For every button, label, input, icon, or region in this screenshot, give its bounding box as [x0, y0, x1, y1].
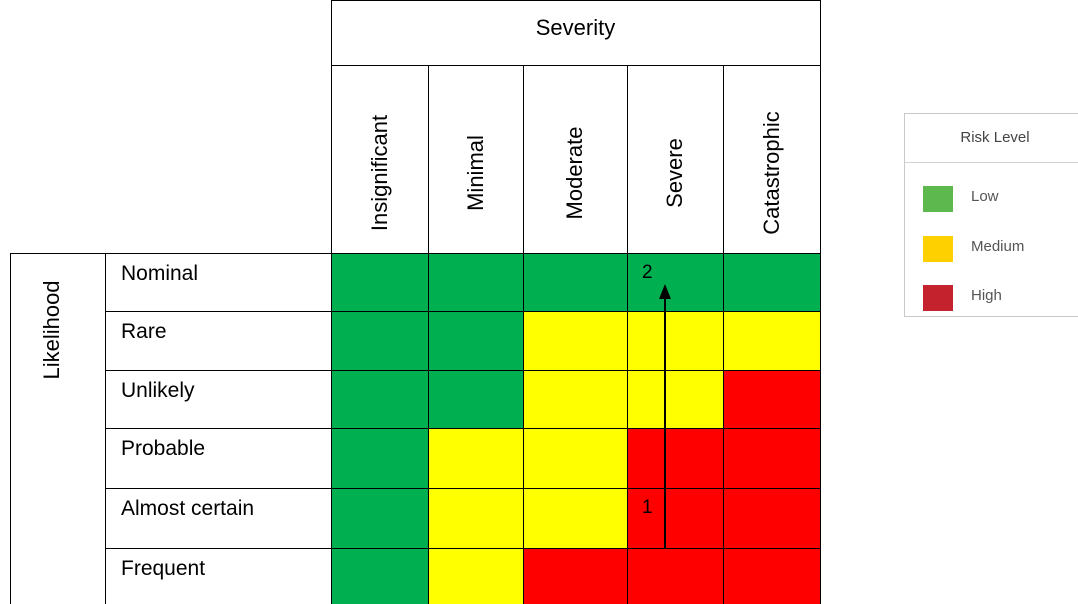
grid-col-line	[627, 65, 628, 604]
likelihood-header-frequent: Frequent	[121, 557, 206, 580]
likelihood-header-probable: Probable	[121, 437, 206, 460]
risk-cell-high	[627, 488, 723, 548]
risk-cell-medium	[428, 488, 523, 548]
risk-level-legend: Risk Level Low Medium High	[904, 113, 1078, 317]
grid-header-divider	[331, 65, 821, 66]
legend-swatch-low	[923, 186, 953, 212]
risk-cell-medium	[723, 311, 820, 370]
severity-header-minimal: Minimal	[462, 135, 488, 211]
grid-col-line	[428, 65, 429, 604]
legend-label-medium: Medium	[971, 238, 1025, 255]
grid-col-line	[331, 0, 332, 604]
risk-cell-low	[428, 253, 523, 311]
risk-cell-high	[723, 548, 820, 604]
likelihood-header-unlikely: Unlikely	[121, 379, 195, 402]
risk-cell-medium	[523, 370, 627, 428]
grid-row-line	[105, 311, 821, 312]
risk-cell-low	[331, 370, 428, 428]
risk-cell-high	[523, 548, 627, 604]
risk-marker-2: 2	[642, 262, 653, 283]
risk-cell-medium	[428, 428, 523, 488]
risk-cell-high	[723, 370, 820, 428]
grid-col-line	[723, 65, 724, 604]
severity-header-severe: Severe	[662, 138, 687, 208]
risk-cell-high	[723, 488, 820, 548]
risk-cell-low	[723, 253, 820, 311]
legend-label-high: High	[971, 287, 1002, 304]
severity-header-moderate: Moderate	[562, 126, 587, 220]
risk-cell-low	[331, 253, 428, 311]
risk-cell-high	[723, 428, 820, 488]
grid-col-line	[820, 0, 821, 604]
risk-cell-high	[627, 428, 723, 488]
grid-left-line	[10, 253, 11, 604]
grid-label-line	[105, 253, 106, 604]
grid-row-line	[105, 428, 821, 429]
risk-cell-medium	[627, 311, 723, 370]
grid-row-line	[105, 488, 821, 489]
risk-cell-low	[331, 428, 428, 488]
risk-cell-medium	[627, 370, 723, 428]
likelihood-header-almost-certain: Almost certain	[121, 497, 255, 520]
risk-cell-high	[627, 548, 723, 604]
grid-row-line	[105, 370, 821, 371]
legend-label-low: Low	[971, 188, 999, 205]
risk-cell-low	[331, 548, 428, 604]
grid-top-line	[331, 0, 821, 1]
likelihood-header-nominal: Nominal	[121, 262, 199, 285]
risk-cell-medium	[428, 548, 523, 604]
legend-swatch-high	[923, 285, 953, 311]
legend-swatch-medium	[923, 236, 953, 262]
risk-cell-low	[523, 253, 627, 311]
risk-cell-medium	[523, 428, 627, 488]
likelihood-title: Likelihood	[39, 280, 64, 380]
severity-header-insignificant: Insignificant	[366, 114, 392, 232]
grid-col-line	[523, 65, 524, 604]
likelihood-header-rare: Rare	[121, 320, 167, 343]
severity-header-catastrophic: Catastrophic	[758, 111, 784, 235]
risk-cell-low	[331, 311, 428, 370]
risk-cell-medium	[523, 488, 627, 548]
risk-marker-1: 1	[642, 497, 653, 518]
risk-cell-medium	[523, 311, 627, 370]
risk-cell-low	[331, 488, 428, 548]
legend-title: Risk Level	[905, 114, 1078, 163]
risk-cell-low	[428, 370, 523, 428]
grid-row-line	[105, 548, 821, 549]
risk-cell-low	[428, 311, 523, 370]
risk-cell-low	[627, 253, 723, 311]
grid-row-line	[10, 253, 821, 254]
severity-title: Severity	[535, 15, 616, 40]
